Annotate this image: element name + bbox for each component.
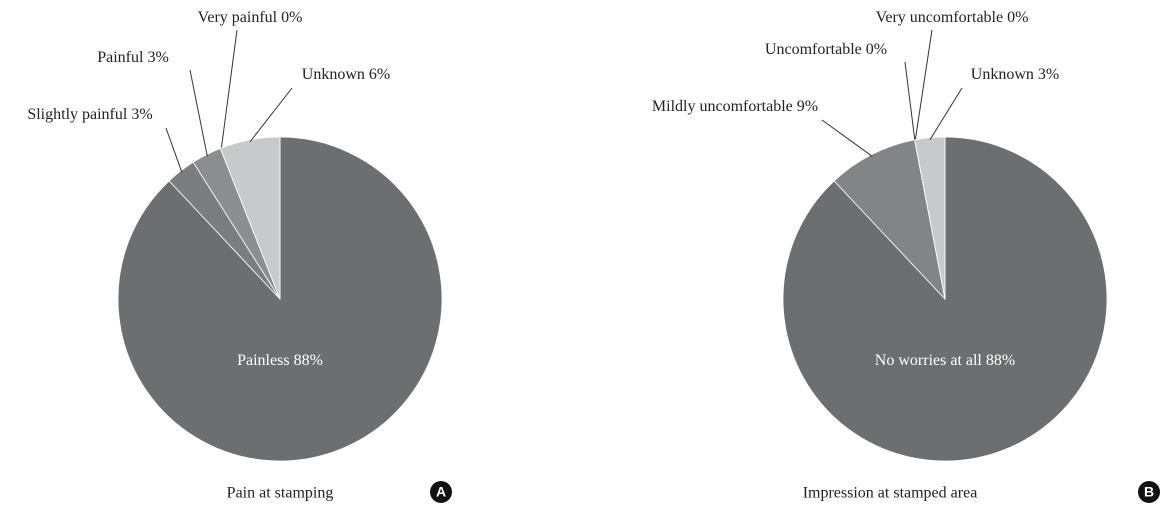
category-label: Very painful bbox=[198, 9, 278, 26]
value-label: 88% bbox=[986, 352, 1015, 369]
category-label: Mildly uncomfortable bbox=[652, 98, 793, 115]
category-label: Painless bbox=[237, 352, 289, 369]
value-label: 0% bbox=[281, 9, 302, 26]
leader-line bbox=[165, 127, 183, 173]
leader-line bbox=[914, 29, 933, 142]
slice-label: Painful 3% bbox=[97, 49, 169, 66]
value-label: 0% bbox=[866, 41, 887, 58]
panel-label: A bbox=[436, 484, 446, 500]
value-label: 3% bbox=[1038, 66, 1059, 83]
panel-badge bbox=[430, 481, 452, 503]
category-label: Uncomfortable bbox=[765, 41, 862, 58]
pie-slice bbox=[219, 136, 281, 300]
value-label: 3% bbox=[147, 49, 168, 66]
leader-line bbox=[249, 87, 293, 143]
chart-title: Impression at stamped area bbox=[803, 485, 978, 502]
slice-label: Very painful 0% bbox=[198, 9, 303, 26]
value-label: 3% bbox=[131, 106, 152, 123]
category-label: No worries at all bbox=[875, 352, 983, 369]
leader-line bbox=[929, 87, 963, 140]
slice-label: Mildly uncomfortable 9% bbox=[652, 98, 818, 115]
leader-line bbox=[189, 69, 208, 157]
value-label: 9% bbox=[797, 98, 818, 115]
panel-badge bbox=[1138, 481, 1160, 503]
leader-line bbox=[220, 29, 238, 151]
pie-slice bbox=[833, 139, 946, 301]
slice-label: Slightly painful 3% bbox=[27, 106, 152, 123]
category-label: Painful bbox=[97, 49, 144, 66]
slice-label: Very uncomfortable 0% bbox=[876, 9, 1029, 26]
slice-label: No worries at all 88% bbox=[875, 352, 1015, 369]
leader-line bbox=[821, 119, 873, 157]
category-label: Slightly painful bbox=[27, 106, 128, 123]
slice-label: Unknown 6% bbox=[302, 66, 390, 83]
chart-title: Pain at stamping bbox=[227, 485, 334, 502]
value-label: 6% bbox=[369, 66, 390, 83]
leader-line bbox=[904, 61, 916, 142]
panel-label: B bbox=[1144, 484, 1154, 500]
value-label: 88% bbox=[294, 352, 323, 369]
slice-label: Unknown 3% bbox=[971, 66, 1059, 83]
category-label: Unknown bbox=[971, 66, 1034, 83]
category-label: Very uncomfortable bbox=[876, 9, 1004, 26]
value-label: 0% bbox=[1007, 9, 1028, 26]
slice-label: Painless 88% bbox=[237, 352, 323, 369]
pie-slice bbox=[914, 136, 946, 300]
slice-label: Uncomfortable 0% bbox=[765, 41, 887, 58]
category-label: Unknown bbox=[302, 66, 365, 83]
